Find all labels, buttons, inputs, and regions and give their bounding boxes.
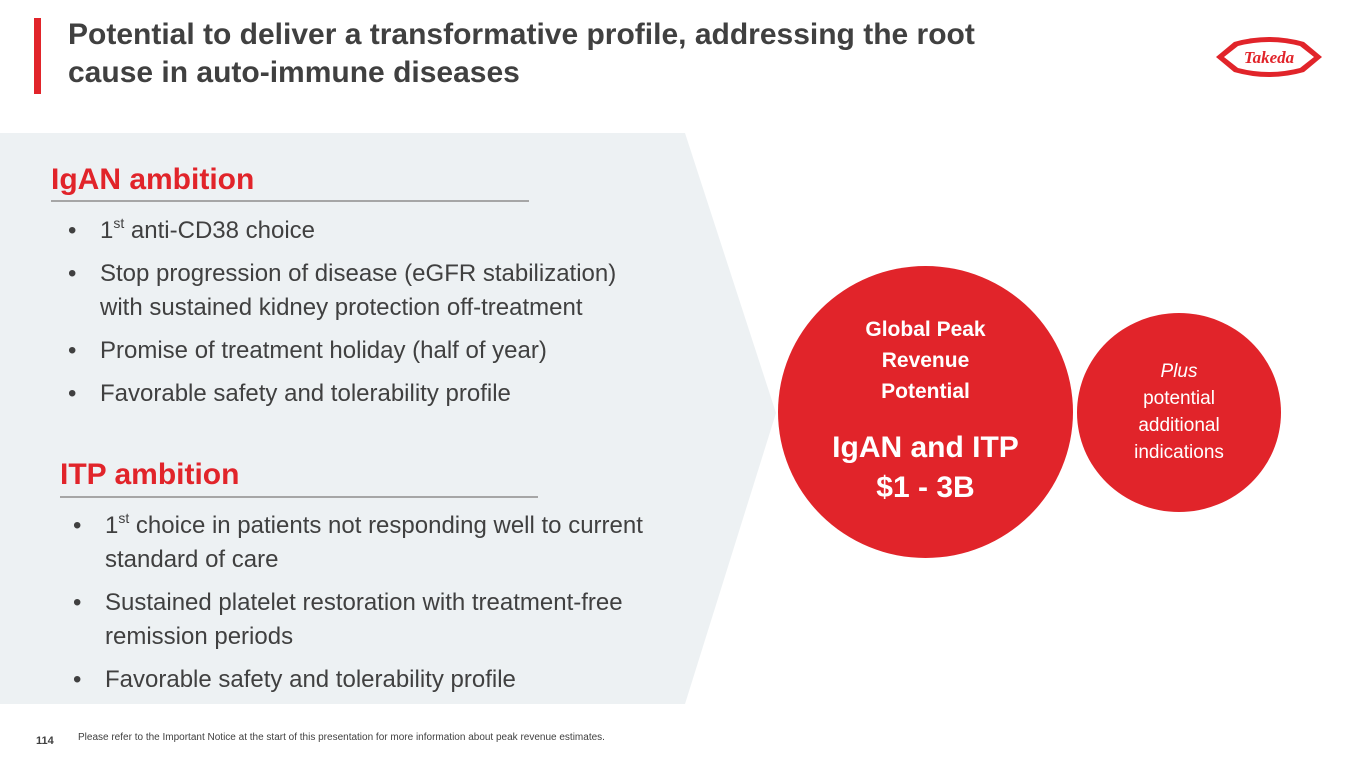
itp-heading-rule <box>60 496 538 498</box>
igan-heading-rule <box>51 200 529 202</box>
list-item: Favorable safety and tolerability profil… <box>62 377 622 411</box>
list-item: Promise of treatment holiday (half of ye… <box>62 334 622 368</box>
itp-ambition-heading: ITP ambition <box>60 458 240 491</box>
additional-indications-circle: Plus potential additional indications <box>1077 313 1281 512</box>
list-item: Stop progression of disease (eGFR stabil… <box>62 257 622 325</box>
slide-title: Potential to deliver a transformative pr… <box>68 16 1028 92</box>
additional-indications-text: Plus potential additional indications <box>1134 361 1224 463</box>
peak-revenue-circle: Global Peak Revenue Potential IgAN and I… <box>778 266 1073 558</box>
title-line-2: cause in auto-immune diseases <box>68 56 520 89</box>
page-number: 114 <box>36 735 54 747</box>
logo-text: Takeda <box>1244 48 1295 67</box>
title-accent-bar <box>34 18 41 94</box>
peak-revenue-value: IgAN and ITP $1 - 3B <box>832 431 1019 504</box>
list-item: 1st choice in patients not responding we… <box>67 509 657 577</box>
itp-bullet-list: 1st choice in patients not responding we… <box>67 509 657 706</box>
igan-bullet-list: 1st anti-CD38 choice Stop progression of… <box>62 214 622 420</box>
peak-revenue-label: Global Peak Revenue Potential <box>865 318 986 403</box>
footnote: Please refer to the Important Notice at … <box>78 732 605 743</box>
igan-ambition-heading: IgAN ambition <box>51 163 255 196</box>
takeda-logo: Takeda <box>1216 37 1322 77</box>
list-item: 1st anti-CD38 choice <box>62 214 622 248</box>
title-line-1: Potential to deliver a transformative pr… <box>68 18 975 51</box>
list-item: Sustained platelet restoration with trea… <box>67 586 657 654</box>
list-item: Favorable safety and tolerability profil… <box>67 663 657 697</box>
